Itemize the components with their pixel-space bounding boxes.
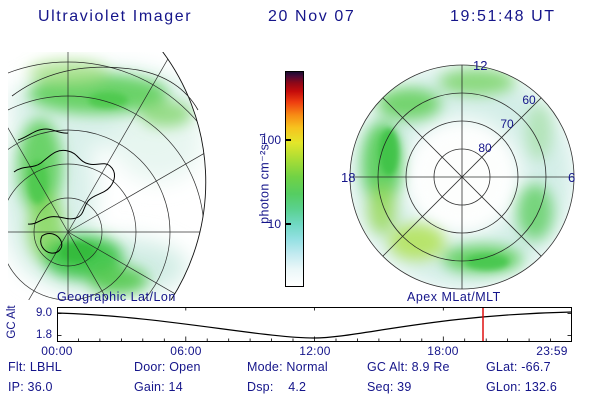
colorbar-gradient (285, 71, 304, 287)
strip-frame (57, 307, 572, 342)
colorbar-tickmark-10 (286, 223, 291, 225)
altitude-curve (57, 311, 572, 339)
colorbar-tick-10: 10 (267, 217, 281, 231)
geographic-panel (8, 52, 207, 300)
strip-ticks (57, 307, 572, 342)
status-glon: GLon: 132.6 (486, 380, 558, 394)
time-tick-1200: 12:00 (299, 344, 331, 358)
status-ip: IP: 36.0 (8, 380, 53, 394)
coastline (13, 128, 115, 254)
colorbar-label: photon cm⁻²s⁻¹ (257, 132, 272, 224)
status-door: Door: Open (134, 360, 201, 374)
colorbar-tickmark-100 (286, 139, 291, 141)
status-seq: Seq: 39 (367, 380, 412, 394)
status-mode: Mode: Normal (247, 360, 328, 374)
mlt-label-12: 12 (473, 58, 487, 73)
caption-apex: Apex MLat/MLT (407, 290, 501, 304)
page-title: Ultraviolet Imager (38, 8, 193, 25)
date-label: 20 Nov 07 (268, 8, 356, 25)
status-gc-alt: GC Alt: 8.9 Re (367, 360, 450, 374)
status-flt: Flt: LBHL (8, 360, 62, 374)
colorbar-tick-100: 100 (260, 133, 281, 147)
apex-panel: 12 18 6 60 70 80 (341, 58, 575, 290)
mlt-label-18: 18 (341, 170, 355, 185)
mlt-label-6: 6 (568, 170, 575, 185)
status-gain: Gain: 14 (134, 380, 183, 394)
time-label: 19:51:48 UT (450, 8, 556, 25)
time-tick-1800: 18:00 (427, 344, 459, 358)
image-edge-contour (11, 66, 199, 111)
strip-ymax-label: 9.0 (36, 307, 52, 319)
mlat-label-80: 80 (478, 141, 492, 155)
status-glat: GLat: -66.7 (486, 360, 551, 374)
apex-grid (349, 64, 575, 290)
strip-y-axis-label: GC Alt (6, 305, 18, 339)
mlat-label-60: 60 (522, 93, 536, 107)
status-dsp: Dsp: 4.2 (247, 380, 307, 394)
apex-labels: 12 18 6 60 70 80 (341, 58, 575, 185)
time-tick-0600: 06:00 (170, 344, 202, 358)
mlat-label-70: 70 (500, 117, 514, 131)
caption-geographic: Geographic Lat/Lon (57, 290, 176, 304)
earth-limb (162, 52, 207, 300)
time-tick-2359: 23:59 (536, 344, 568, 358)
strip-ymin-label: 1.8 (36, 329, 52, 341)
altitude-strip-chart (57, 307, 572, 342)
time-tick-0000: 00:00 (41, 344, 73, 358)
